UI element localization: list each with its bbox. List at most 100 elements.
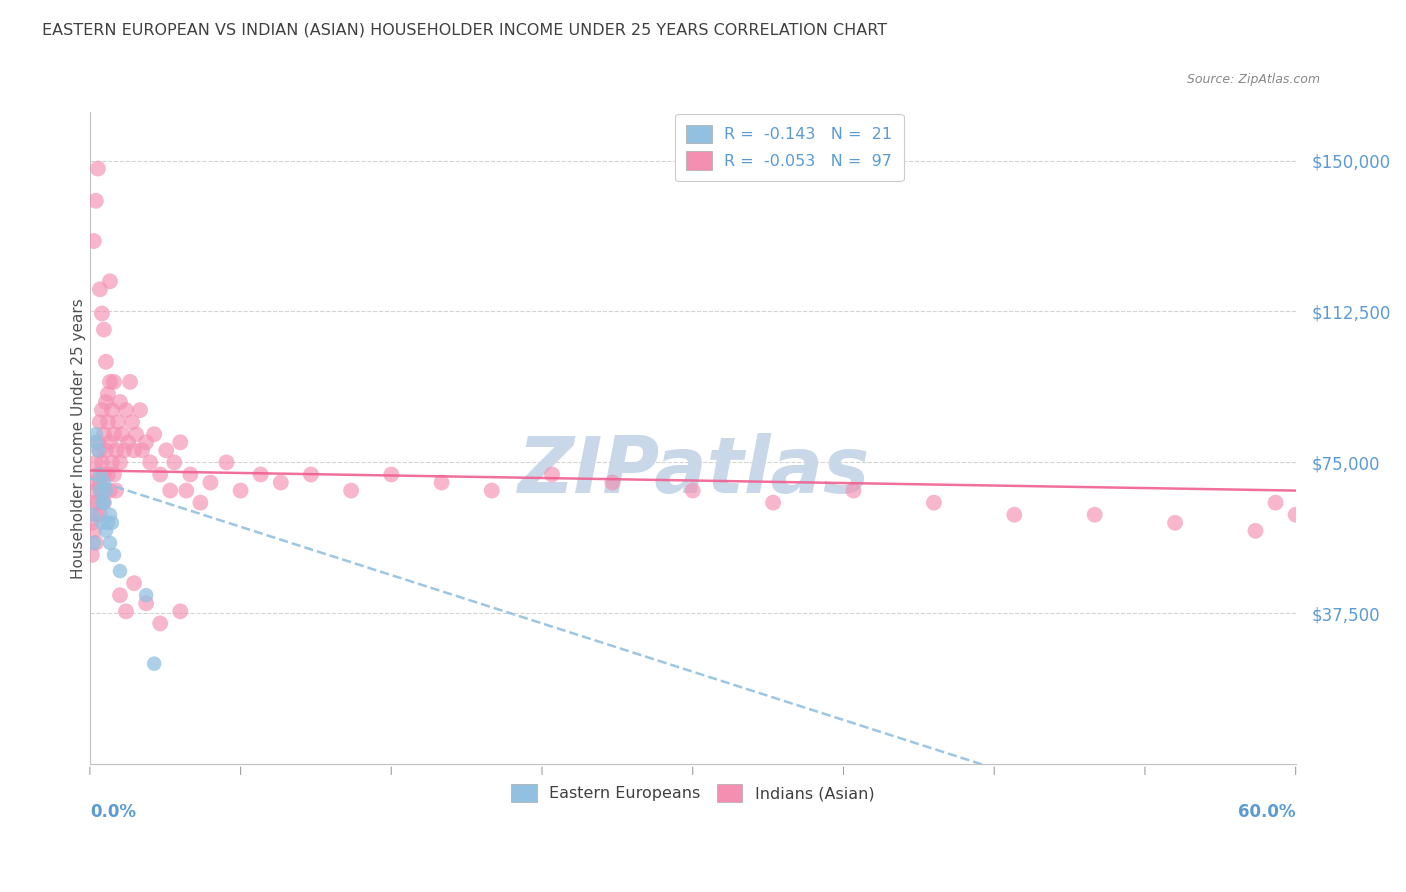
Point <box>98 536 121 550</box>
Point <box>169 604 191 618</box>
Point <box>98 508 121 522</box>
Point <box>87 161 110 176</box>
Point <box>149 467 172 482</box>
Point <box>83 475 105 490</box>
Point <box>89 483 111 498</box>
Point <box>129 403 152 417</box>
Point <box>163 455 186 469</box>
Point <box>104 483 127 498</box>
Point <box>93 475 115 490</box>
Point <box>98 375 121 389</box>
Point <box>108 564 131 578</box>
Point <box>249 467 271 482</box>
Point <box>94 355 117 369</box>
Point <box>80 516 103 530</box>
Point <box>89 475 111 490</box>
Point <box>90 483 112 498</box>
Point <box>169 435 191 450</box>
Point <box>135 588 157 602</box>
Point <box>270 475 292 490</box>
Point <box>97 467 120 482</box>
Point <box>97 387 120 401</box>
Point <box>1164 516 1187 530</box>
Point <box>112 443 135 458</box>
Point <box>682 483 704 498</box>
Point <box>97 516 120 530</box>
Point <box>101 403 124 417</box>
Point <box>481 483 503 498</box>
Point <box>83 234 105 248</box>
Point <box>117 435 139 450</box>
Point <box>84 536 107 550</box>
Text: Source: ZipAtlas.com: Source: ZipAtlas.com <box>1187 73 1320 87</box>
Point <box>90 403 112 417</box>
Point <box>215 455 238 469</box>
Point <box>84 435 107 450</box>
Point <box>602 475 624 490</box>
Point <box>93 496 115 510</box>
Point <box>122 443 145 458</box>
Point <box>90 516 112 530</box>
Point <box>125 427 148 442</box>
Point <box>84 427 107 442</box>
Text: 60.0%: 60.0% <box>1239 804 1296 822</box>
Point <box>94 443 117 458</box>
Point <box>94 483 117 498</box>
Point <box>922 496 945 510</box>
Point <box>90 306 112 320</box>
Point <box>1244 524 1267 538</box>
Point <box>430 475 453 490</box>
Point <box>135 596 157 610</box>
Point <box>118 375 141 389</box>
Point <box>84 194 107 208</box>
Point <box>176 483 198 498</box>
Point <box>94 524 117 538</box>
Point <box>143 657 166 671</box>
Point <box>94 395 117 409</box>
Point <box>842 483 865 498</box>
Y-axis label: Householder Income Under 25 years: Householder Income Under 25 years <box>72 298 86 579</box>
Point <box>131 443 153 458</box>
Text: 0.0%: 0.0% <box>90 804 136 822</box>
Point <box>200 475 222 490</box>
Point <box>190 496 212 510</box>
Point <box>149 616 172 631</box>
Point <box>83 536 105 550</box>
Point <box>135 435 157 450</box>
Point <box>87 496 110 510</box>
Point <box>108 395 131 409</box>
Point <box>115 604 138 618</box>
Point <box>98 274 121 288</box>
Point <box>103 375 125 389</box>
Point <box>108 455 131 469</box>
Point <box>90 496 112 510</box>
Point <box>340 483 363 498</box>
Point <box>93 496 115 510</box>
Point <box>108 588 131 602</box>
Point <box>1264 496 1286 510</box>
Point <box>122 576 145 591</box>
Text: EASTERN EUROPEAN VS INDIAN (ASIAN) HOUSEHOLDER INCOME UNDER 25 YEARS CORRELATION: EASTERN EUROPEAN VS INDIAN (ASIAN) HOUSE… <box>42 22 887 37</box>
Point <box>541 467 564 482</box>
Point <box>84 508 107 522</box>
Point <box>93 467 115 482</box>
Point <box>98 483 121 498</box>
Point <box>143 427 166 442</box>
Point <box>229 483 252 498</box>
Point <box>115 403 138 417</box>
Point <box>159 483 181 498</box>
Point <box>103 427 125 442</box>
Legend: Eastern Europeans, Indians (Asian): Eastern Europeans, Indians (Asian) <box>505 777 882 808</box>
Point <box>89 415 111 429</box>
Point <box>80 548 103 562</box>
Point <box>101 516 124 530</box>
Point <box>139 455 162 469</box>
Point <box>1002 508 1025 522</box>
Point <box>87 443 110 458</box>
Point <box>179 467 201 482</box>
Point <box>83 496 105 510</box>
Point <box>89 508 111 522</box>
Point <box>83 524 105 538</box>
Point <box>98 435 121 450</box>
Point <box>103 467 125 482</box>
